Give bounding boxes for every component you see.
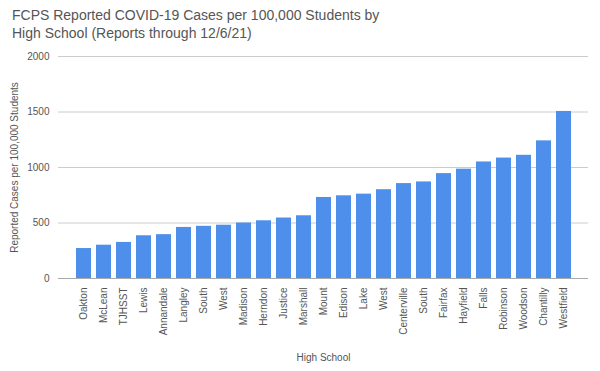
svg-text:South: South <box>198 288 209 314</box>
svg-text:Hayfield: Hayfield <box>458 288 469 324</box>
svg-text:Robinson: Robinson <box>498 288 509 330</box>
svg-text:South: South <box>418 288 429 314</box>
svg-text:Lake: Lake <box>358 287 369 309</box>
svg-text:High School: High School <box>297 352 351 363</box>
svg-text:Chantilly: Chantilly <box>538 288 549 326</box>
svg-text:McLean: McLean <box>98 288 109 324</box>
svg-text:Mount: Mount <box>318 288 329 316</box>
svg-text:500: 500 <box>33 218 50 229</box>
svg-text:Lewis: Lewis <box>138 288 149 314</box>
svg-text:Fairfax: Fairfax <box>438 288 449 319</box>
svg-text:West: West <box>218 288 229 311</box>
svg-text:Justice: Justice <box>278 287 289 319</box>
svg-text:Marshall: Marshall <box>298 288 309 326</box>
svg-text:West: West <box>378 288 389 311</box>
html-text:FCPS Reported COVID-19 Cases p: FCPS Reported COVID-19 Cases per 100,000… <box>12 7 380 42</box>
svg-text:Woodson: Woodson <box>518 288 529 330</box>
svg-text:Oakton: Oakton <box>78 288 89 320</box>
svg-text:TJHSST: TJHSST <box>118 288 129 326</box>
svg-text:Reported Cases per 100,000 Stu: Reported Cases per 100,000 Students <box>9 83 20 254</box>
svg-text:2000: 2000 <box>27 51 50 62</box>
svg-text:Falls: Falls <box>478 288 489 309</box>
svg-text:Edison: Edison <box>338 288 349 319</box>
svg-text:Madison: Madison <box>238 288 249 326</box>
svg-text:Langley: Langley <box>178 288 189 323</box>
svg-text:1000: 1000 <box>27 162 50 173</box>
svg-text:1500: 1500 <box>27 107 50 118</box>
svg-text:Annandale: Annandale <box>158 287 169 335</box>
svg-text:Centerville: Centerville <box>398 287 409 335</box>
svg-text:Herndon: Herndon <box>258 288 269 326</box>
svg-text:Westfield: Westfield <box>558 288 569 329</box>
svg-text:0: 0 <box>44 273 50 284</box>
